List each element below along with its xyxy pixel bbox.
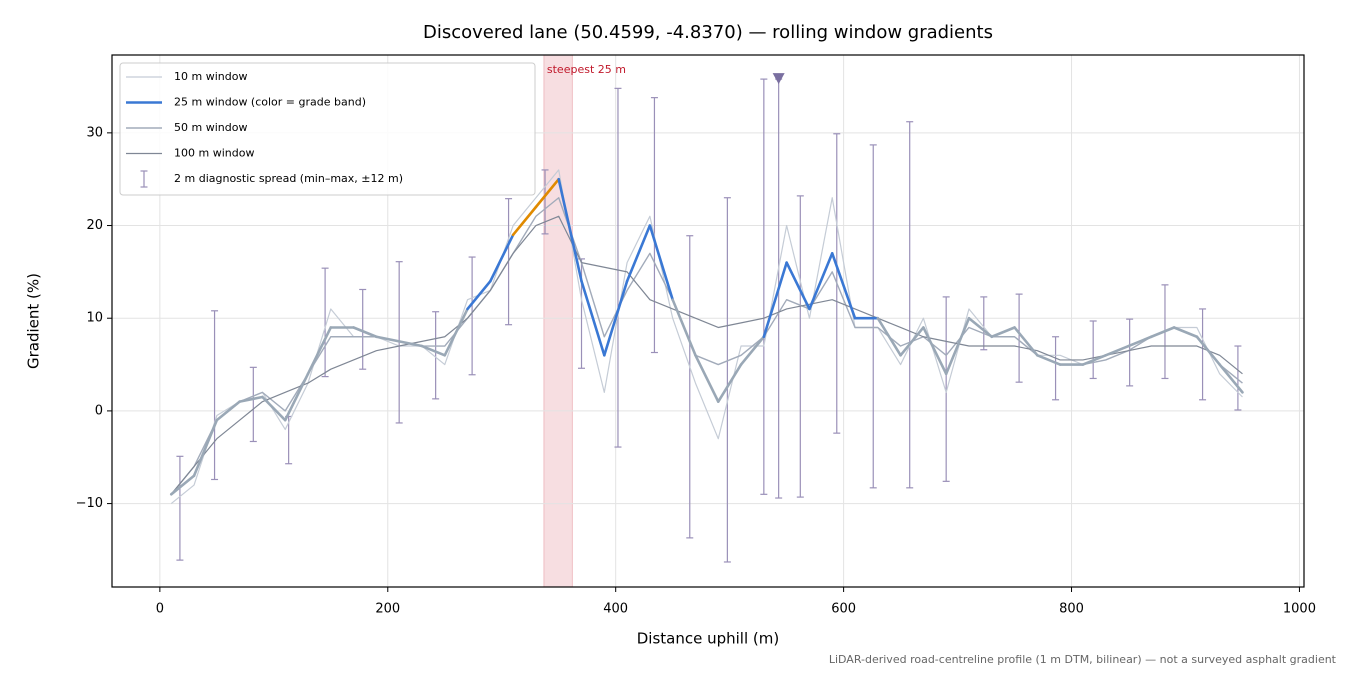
line-segment: [1036, 353, 1062, 366]
line-segment: [1218, 363, 1244, 394]
line-segment: [261, 395, 287, 422]
error-bar: [942, 296, 950, 482]
y-axis-label: Gradient (%): [25, 273, 43, 369]
error-bar: [249, 366, 257, 443]
line-segment: [1127, 335, 1153, 348]
line-segment: [694, 353, 720, 403]
x-tick-label: 800: [1059, 602, 1084, 617]
legend-label: 100 m window: [174, 147, 254, 160]
line-segment: [671, 298, 697, 357]
line-segment: [625, 224, 652, 283]
line-segment: [648, 224, 674, 301]
legend-label: 2 m diagnostic spread (min–max, ±12 m): [174, 172, 403, 185]
x-tick-label: 400: [603, 602, 628, 617]
line-segment: [443, 307, 469, 357]
legend-label: 25 m window (color = grade band): [174, 96, 366, 109]
error-bar: [650, 97, 658, 354]
line-segment: [739, 335, 766, 366]
error-bar: [176, 455, 184, 561]
line-segment: [716, 363, 743, 403]
max-spread-marker: [772, 73, 785, 85]
x-axis-label: Distance uphill (m): [637, 630, 779, 648]
line-segment: [808, 252, 834, 311]
line-segment: [990, 326, 1016, 339]
error-bar: [1126, 318, 1134, 387]
line-segment: [762, 261, 788, 339]
line-segment: [944, 316, 971, 376]
line-segment: [1013, 326, 1039, 357]
legend-label: 50 m window: [174, 121, 247, 134]
line-segment: [1195, 335, 1221, 366]
error-bar: [760, 78, 768, 495]
line-segment: [557, 177, 583, 283]
error-bar: [432, 311, 440, 400]
error-bar: [541, 169, 549, 235]
legend-label: 10 m window: [174, 70, 247, 83]
line-segment: [580, 279, 606, 357]
x-tick-label: 200: [375, 602, 400, 617]
line-segment: [602, 279, 629, 357]
line-segment: [352, 326, 378, 339]
line-segment: [283, 372, 310, 422]
line-segment: [466, 279, 492, 311]
x-tick-label: 600: [831, 602, 856, 617]
y-tick-label: 10: [86, 311, 103, 326]
series-line: [170, 169, 1243, 505]
legend: 10 m window 25 m window (color = grade ba…: [119, 62, 536, 196]
y-tick-label: −10: [76, 496, 103, 511]
steepest-span: [543, 54, 573, 588]
series-line: [170, 197, 1243, 495]
error-bar: [211, 310, 219, 481]
error-bar: [1199, 308, 1207, 401]
chart-title: Discovered lane (50.4599, -4.8370) — rol…: [423, 22, 993, 43]
line-segment: [192, 418, 219, 478]
error-bar: [1234, 345, 1242, 411]
y-tick-label: 20: [86, 218, 103, 233]
error-bar: [1015, 293, 1023, 383]
line-segment: [375, 335, 401, 343]
error-bar: [796, 195, 804, 498]
x-tick-label: 1000: [1283, 602, 1316, 617]
line-segment: [238, 395, 264, 403]
y-tick-label: 0: [95, 403, 103, 418]
error-bar: [906, 121, 914, 489]
error-bar: [980, 296, 988, 351]
line-segment: [876, 316, 902, 357]
x-tick-label: 0: [156, 602, 164, 617]
error-bar: [321, 267, 329, 378]
y-tick-label: 30: [86, 125, 103, 140]
line-segment: [215, 400, 241, 422]
line-segment: [397, 340, 424, 348]
legend-box: [119, 62, 536, 196]
line-segment: [899, 326, 925, 357]
steepest-label: steepest 25 m: [547, 63, 626, 76]
line-segment: [785, 261, 811, 311]
line-segment: [534, 177, 561, 209]
error-bar: [1089, 320, 1097, 380]
plot-frame: [111, 54, 1305, 588]
line-segment: [967, 316, 994, 339]
line-segment: [830, 252, 857, 320]
line-segment: [922, 326, 948, 376]
line-segment: [1104, 344, 1130, 357]
error-bar: [686, 235, 694, 539]
footnote: LiDAR-derived road-centreline profile (1…: [829, 653, 1337, 666]
line-segment: [306, 326, 333, 376]
error-bar: [614, 87, 622, 448]
line-segment: [1172, 326, 1199, 339]
line-segment: [420, 344, 447, 357]
error-bar: [468, 256, 476, 376]
error-bar: [723, 197, 731, 563]
line-segment: [1081, 353, 1108, 366]
line-segment: [1149, 326, 1176, 339]
line-segment: [169, 474, 196, 496]
series-line: [170, 215, 1243, 495]
line-segment: [489, 233, 515, 283]
error-bar: [1052, 336, 1060, 401]
line-segment: [511, 205, 538, 237]
